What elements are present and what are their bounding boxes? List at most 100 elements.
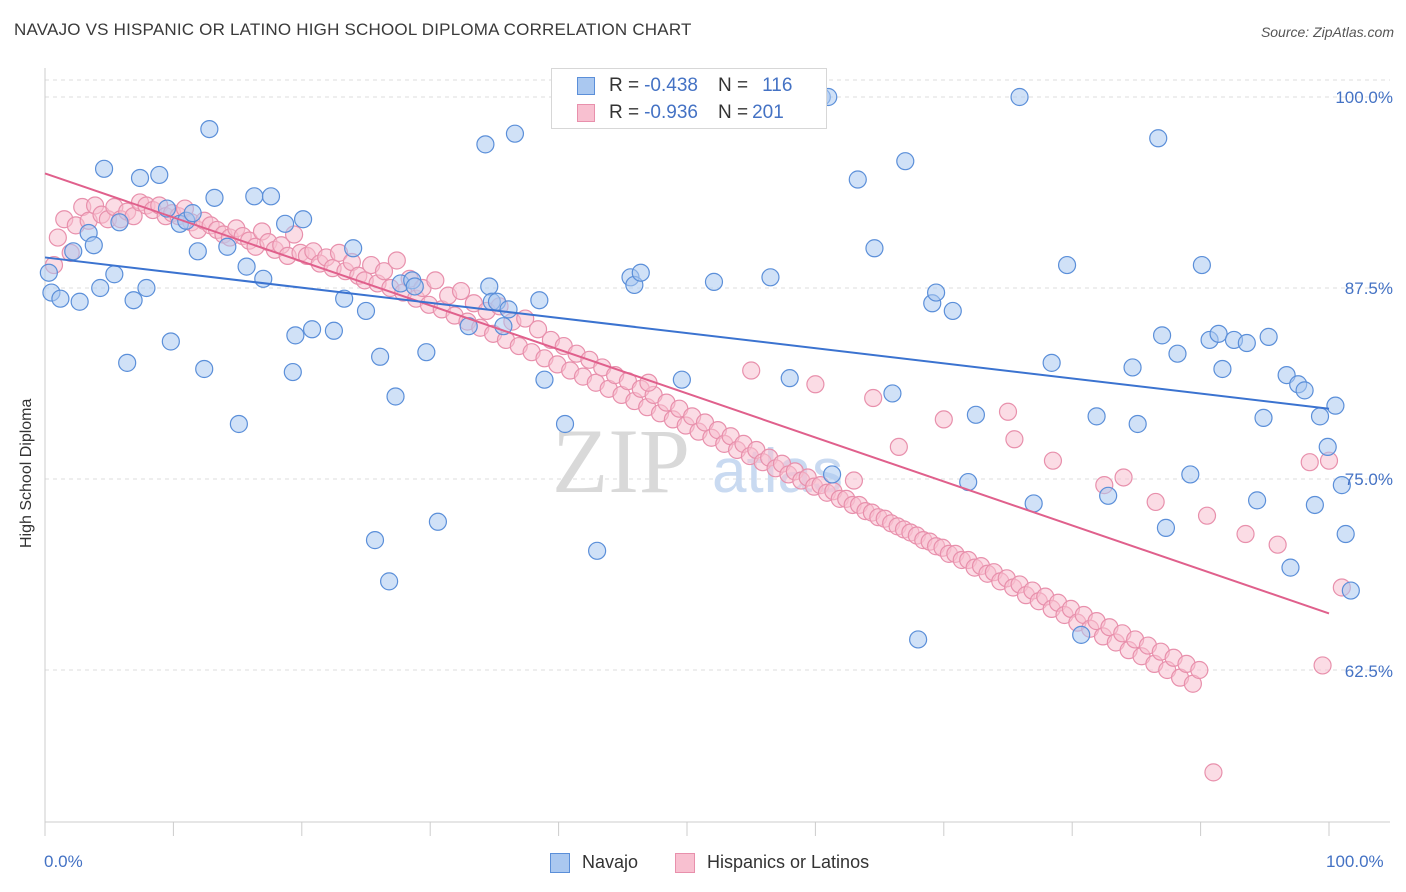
navajo-point (1305, 495, 1324, 515)
navajo-point (530, 291, 549, 310)
hispanic-point (1313, 656, 1332, 675)
hispanic-point (1005, 430, 1024, 449)
navajo-trend-line (44, 256, 1330, 410)
watermark-zip: ZIP (552, 410, 690, 512)
navajo-point (1310, 407, 1330, 426)
legend-item-navajo[interactable]: Navajo (550, 852, 638, 873)
navajo-point (188, 242, 207, 261)
source-label: Source: ZipAtlas.com (1260, 24, 1394, 40)
navajo-point (494, 317, 513, 336)
hispanic-point (528, 320, 548, 339)
navajo-point (555, 414, 575, 434)
legend-label-hispanic: Hispanics or Latinos (707, 852, 870, 872)
navajo-point (1247, 491, 1267, 510)
hispanic-point (864, 388, 883, 408)
navajo-point (1152, 326, 1172, 345)
navajo-swatch (577, 77, 595, 95)
navajo-point (261, 187, 281, 206)
navajo-point (672, 370, 691, 389)
navajo-point (476, 135, 495, 154)
hispanic-point (1146, 492, 1165, 512)
navajo-point (1254, 408, 1273, 427)
navajo-point (200, 119, 219, 139)
hispanic-point (1043, 451, 1063, 470)
navajo-point (1168, 344, 1187, 363)
trend-lines (44, 172, 1330, 615)
navajo-point (39, 263, 58, 282)
hispanic-trend-line (44, 172, 1330, 615)
hispanic-legend-swatch (675, 852, 695, 873)
navajo-point (1281, 558, 1300, 577)
hispanic-point (451, 281, 471, 301)
navajo-point (1149, 129, 1168, 148)
hispanic-point (844, 471, 864, 490)
navajo-point (1237, 333, 1256, 353)
series-navajo-points (39, 87, 1360, 649)
navajo-point (293, 210, 313, 229)
r-value: -0.438 (644, 75, 698, 96)
hispanic-point (1268, 535, 1287, 554)
navajo-point (1042, 353, 1061, 372)
n-value: 201 (752, 102, 784, 123)
hispanic-point (806, 375, 825, 394)
navajo-point (356, 301, 376, 321)
hispanic-swatch (577, 104, 595, 122)
navajo-point (118, 353, 137, 372)
navajo-point (276, 214, 295, 233)
navajo-point (909, 630, 928, 649)
navajo-point (1057, 255, 1077, 275)
navajo-point (883, 384, 902, 403)
navajo-point (51, 289, 70, 308)
navajo-point (283, 362, 302, 382)
navajo-point (229, 414, 248, 434)
navajo-point (1072, 625, 1091, 644)
navajo-point (896, 152, 915, 171)
navajo-point (1213, 359, 1232, 379)
navajo-point (822, 465, 842, 484)
navajo-point (499, 300, 518, 319)
stats-row-navajo: R = -0.438 N = 116 (552, 73, 792, 99)
hispanic-point (387, 251, 406, 270)
navajo-point (91, 278, 110, 298)
navajo-point (1318, 437, 1337, 457)
x-tick-min: 0.0% (44, 852, 83, 871)
legend-label-navajo: Navajo (582, 852, 639, 872)
navajo-point (70, 292, 89, 311)
navajo-point (124, 291, 143, 310)
navajo-point (1332, 476, 1351, 495)
navajo-point (926, 283, 946, 302)
hispanic-point (1236, 524, 1255, 544)
navajo-point (480, 277, 499, 296)
navajo-point (1336, 524, 1355, 544)
y-tick-62-5: 62.5% (1344, 662, 1393, 681)
navajo-point (371, 347, 390, 366)
navajo-point (137, 278, 156, 298)
navajo-point (704, 272, 724, 291)
r-value: -0.936 (644, 102, 698, 123)
navajo-point (417, 343, 436, 362)
legend-item-hispanic[interactable]: Hispanics or Latinos (675, 852, 869, 873)
hispanic-point (934, 410, 953, 429)
chart-title: NAVAJO VS HISPANIC OR LATINO HIGH SCHOOL… (14, 20, 692, 39)
navajo-point (405, 277, 424, 296)
navajo-point (110, 213, 129, 232)
hispanic-point (1190, 660, 1209, 680)
navajo-point (245, 187, 264, 206)
navajo-point (380, 572, 399, 591)
navajo-point (1181, 465, 1200, 484)
stats-legend: R = -0.438 N = 116 R = -0.936 N = 201 (551, 68, 827, 129)
y-tick-75: 75.0% (1344, 470, 1393, 489)
hispanic-point (1204, 763, 1223, 782)
stats-row-hispanic: R = -0.936 N = 201 (552, 100, 784, 126)
navajo-point (1192, 255, 1211, 275)
hispanic-point (426, 271, 445, 290)
navajo-point (1295, 381, 1314, 400)
navajo-point (761, 268, 780, 287)
navajo-point (218, 237, 237, 256)
navajo-point (286, 326, 305, 345)
hispanic-point (48, 228, 67, 247)
navajo-point (64, 242, 83, 261)
navajo-point (966, 405, 986, 424)
hispanic-point (374, 262, 394, 281)
navajo-point (150, 165, 169, 185)
